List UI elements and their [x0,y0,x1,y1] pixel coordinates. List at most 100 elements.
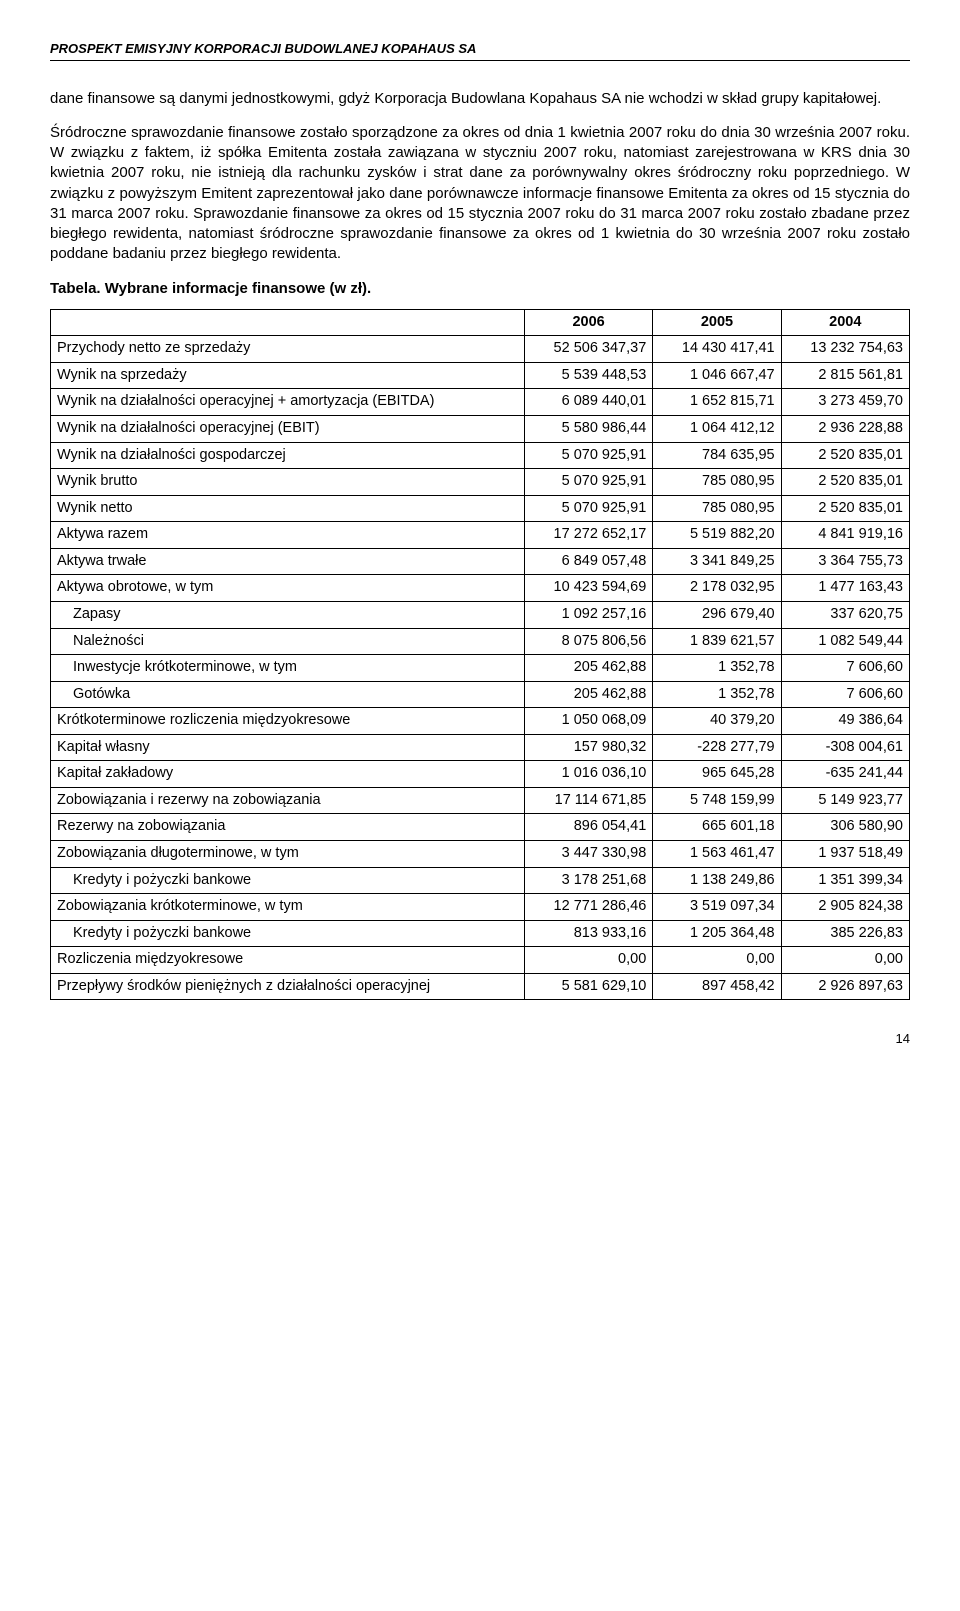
row-val-2005: 3 341 849,25 [653,548,781,575]
row-val-2004: 2 520 835,01 [781,469,909,496]
row-val-2006: 0,00 [524,947,652,974]
table-row: Wynik na sprzedaży5 539 448,531 046 667,… [51,362,910,389]
row-val-2004: 4 841 919,16 [781,522,909,549]
table-row: Zobowiązania i rezerwy na zobowiązania17… [51,787,910,814]
row-val-2005: 785 080,95 [653,469,781,496]
row-label: Aktywa obrotowe, w tym [51,575,525,602]
row-val-2004: 385 226,83 [781,920,909,947]
table-row: Zobowiązania krótkoterminowe, w tym12 77… [51,894,910,921]
table-row: Zapasy1 092 257,16296 679,40337 620,75 [51,601,910,628]
table-row: Kapitał zakładowy1 016 036,10965 645,28-… [51,761,910,788]
row-val-2004: 1 937 518,49 [781,841,909,868]
row-val-2006: 5 539 448,53 [524,362,652,389]
table-row: Przepływy środków pieniężnych z działaln… [51,973,910,1000]
row-val-2005: 296 679,40 [653,601,781,628]
row-val-2006: 52 506 347,37 [524,336,652,363]
row-val-2006: 5 070 925,91 [524,442,652,469]
table-row: Gotówka205 462,881 352,787 606,60 [51,681,910,708]
row-label: Kapitał własny [51,734,525,761]
table-row: Aktywa razem17 272 652,175 519 882,204 8… [51,522,910,549]
row-val-2005: 3 519 097,34 [653,894,781,921]
row-val-2005: 785 080,95 [653,495,781,522]
row-label: Wynik brutto [51,469,525,496]
row-label: Wynik na sprzedaży [51,362,525,389]
row-val-2005: 1 046 667,47 [653,362,781,389]
paragraph-intro: dane finansowe są danymi jednostkowymi, … [50,89,910,109]
row-label: Kredyty i pożyczki bankowe [51,867,525,894]
row-val-2006: 10 423 594,69 [524,575,652,602]
row-val-2005: 1 839 621,57 [653,628,781,655]
table-row: Wynik netto5 070 925,91785 080,952 520 8… [51,495,910,522]
row-val-2004: 2 815 561,81 [781,362,909,389]
row-val-2006: 157 980,32 [524,734,652,761]
row-val-2004: 2 520 835,01 [781,442,909,469]
row-val-2006: 813 933,16 [524,920,652,947]
row-label: Zobowiązania długoterminowe, w tym [51,841,525,868]
paragraph-body: Śródroczne sprawozdanie finansowe został… [50,123,910,265]
row-label: Kredyty i pożyczki bankowe [51,920,525,947]
row-val-2004: 1 351 399,34 [781,867,909,894]
row-val-2004: 13 232 754,63 [781,336,909,363]
row-val-2005: 897 458,42 [653,973,781,1000]
row-val-2006: 5 580 986,44 [524,416,652,443]
row-val-2005: -228 277,79 [653,734,781,761]
table-row: Wynik na działalności gospodarczej5 070 … [51,442,910,469]
col-2004: 2004 [781,309,909,336]
table-row: Kredyty i pożyczki bankowe3 178 251,681 … [51,867,910,894]
table-row: Przychody netto ze sprzedaży52 506 347,3… [51,336,910,363]
row-label: Aktywa razem [51,522,525,549]
row-label: Zobowiązania krótkoterminowe, w tym [51,894,525,921]
row-label: Wynik na działalności operacyjnej + amor… [51,389,525,416]
table-row: Inwestycje krótkoterminowe, w tym205 462… [51,655,910,682]
table-header-row: 2006 2005 2004 [51,309,910,336]
row-val-2005: 1 563 461,47 [653,841,781,868]
table-row: Rozliczenia międzyokresowe0,000,000,00 [51,947,910,974]
row-val-2006: 3 178 251,68 [524,867,652,894]
row-val-2005: 784 635,95 [653,442,781,469]
row-val-2005: 14 430 417,41 [653,336,781,363]
row-val-2005: 5 519 882,20 [653,522,781,549]
row-val-2006: 12 771 286,46 [524,894,652,921]
row-val-2006: 3 447 330,98 [524,841,652,868]
row-val-2004: 2 926 897,63 [781,973,909,1000]
col-blank [51,309,525,336]
table-row: Rezerwy na zobowiązania896 054,41665 601… [51,814,910,841]
page-header: PROSPEKT EMISYJNY KORPORACJI BUDOWLANEJ … [50,40,910,61]
row-val-2004: -308 004,61 [781,734,909,761]
table-row: Należności8 075 806,561 839 621,571 082 … [51,628,910,655]
row-val-2006: 6 849 057,48 [524,548,652,575]
row-val-2004: 7 606,60 [781,681,909,708]
row-val-2006: 5 070 925,91 [524,495,652,522]
row-val-2005: 1 138 249,86 [653,867,781,894]
row-val-2005: 665 601,18 [653,814,781,841]
row-val-2005: 2 178 032,95 [653,575,781,602]
row-val-2005: 1 064 412,12 [653,416,781,443]
row-label: Inwestycje krótkoterminowe, w tym [51,655,525,682]
row-label: Rozliczenia międzyokresowe [51,947,525,974]
row-val-2006: 5 581 629,10 [524,973,652,1000]
row-val-2006: 6 089 440,01 [524,389,652,416]
table-title: Tabela. Wybrane informacje finansowe (w … [50,279,910,299]
row-val-2004: 337 620,75 [781,601,909,628]
row-val-2004: 49 386,64 [781,708,909,735]
row-val-2004: 0,00 [781,947,909,974]
row-val-2006: 205 462,88 [524,655,652,682]
row-label: Gotówka [51,681,525,708]
row-val-2004: 3 364 755,73 [781,548,909,575]
row-val-2005: 1 652 815,71 [653,389,781,416]
row-label: Aktywa trwałe [51,548,525,575]
row-val-2006: 5 070 925,91 [524,469,652,496]
row-val-2005: 1 352,78 [653,681,781,708]
row-label: Należności [51,628,525,655]
row-val-2004: -635 241,44 [781,761,909,788]
table-row: Wynik na działalności operacyjnej (EBIT)… [51,416,910,443]
row-val-2005: 965 645,28 [653,761,781,788]
row-val-2006: 17 114 671,85 [524,787,652,814]
row-val-2004: 1 082 549,44 [781,628,909,655]
row-val-2004: 7 606,60 [781,655,909,682]
row-val-2006: 1 050 068,09 [524,708,652,735]
table-row: Krótkoterminowe rozliczenia międzyokreso… [51,708,910,735]
row-val-2004: 3 273 459,70 [781,389,909,416]
col-2006: 2006 [524,309,652,336]
row-val-2004: 306 580,90 [781,814,909,841]
